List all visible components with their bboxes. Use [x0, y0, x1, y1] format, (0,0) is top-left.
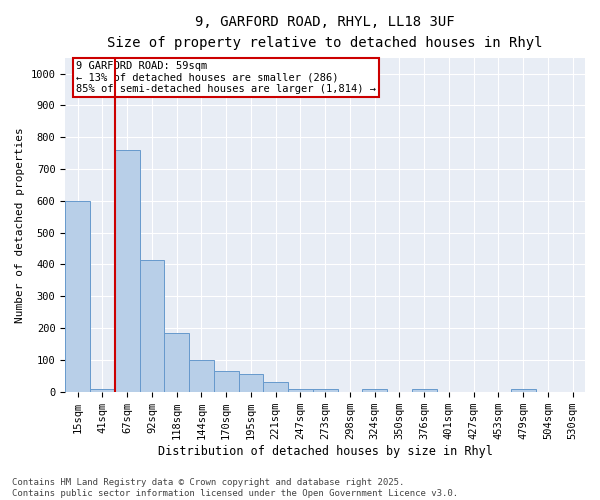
Bar	[115, 150, 140, 392]
Bar	[362, 388, 387, 392]
Bar	[288, 388, 313, 392]
Bar	[511, 388, 536, 392]
Bar	[140, 260, 164, 392]
Bar	[214, 371, 239, 392]
Bar	[189, 360, 214, 392]
Bar	[164, 333, 189, 392]
X-axis label: Distribution of detached houses by size in Rhyl: Distribution of detached houses by size …	[158, 444, 493, 458]
Text: Contains HM Land Registry data © Crown copyright and database right 2025.
Contai: Contains HM Land Registry data © Crown c…	[12, 478, 458, 498]
Bar	[90, 388, 115, 392]
Bar	[412, 388, 437, 392]
Bar	[313, 388, 338, 392]
Bar	[239, 374, 263, 392]
Bar	[263, 382, 288, 392]
Bar	[65, 201, 90, 392]
Y-axis label: Number of detached properties: Number of detached properties	[15, 127, 25, 322]
Text: 9 GARFORD ROAD: 59sqm
← 13% of detached houses are smaller (286)
85% of semi-det: 9 GARFORD ROAD: 59sqm ← 13% of detached …	[76, 61, 376, 94]
Title: 9, GARFORD ROAD, RHYL, LL18 3UF
Size of property relative to detached houses in : 9, GARFORD ROAD, RHYL, LL18 3UF Size of …	[107, 15, 543, 50]
